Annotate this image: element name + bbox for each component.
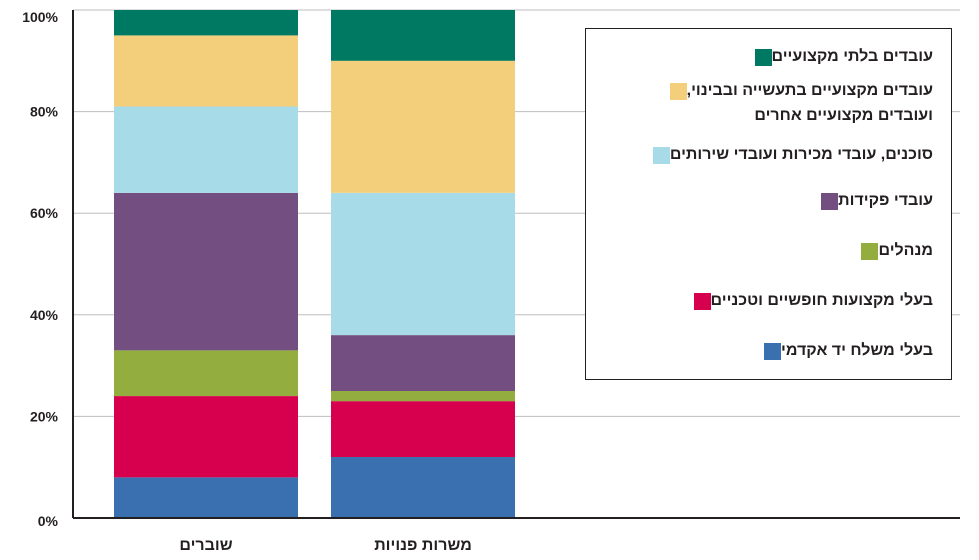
bar-segment bbox=[331, 335, 515, 391]
legend-label: בעלי מקצועות חופשיים וטכניים bbox=[710, 292, 933, 309]
legend-item: עובדים מקצועיים בתעשייה ובבינוי, ועובדים… bbox=[662, 81, 933, 128]
legend-swatch bbox=[652, 147, 670, 164]
category-label: שוברים bbox=[179, 537, 232, 554]
axes bbox=[72, 10, 960, 519]
bar-segment bbox=[331, 192, 515, 336]
legend-swatch bbox=[764, 343, 782, 360]
bar-stacks bbox=[114, 10, 515, 518]
legend-item: עובדי פקידות bbox=[813, 191, 933, 213]
legend-item: עובדים בלתי מקצועיים bbox=[747, 47, 934, 69]
legend-label: מנהלים bbox=[878, 242, 933, 259]
legend-item: מנהלים bbox=[853, 241, 933, 263]
bar-segment bbox=[331, 391, 515, 402]
legend-swatch bbox=[693, 293, 711, 310]
y-tick-label: 60% bbox=[30, 205, 59, 221]
bar-segment bbox=[114, 350, 298, 397]
legend-item: סוכנים, עובדי מכירות ועובדי שירותים bbox=[645, 145, 933, 167]
legend: עובדים בלתי מקצועיים עובדים מקצועיים בתעש… bbox=[585, 28, 952, 380]
y-tick-label: 0% bbox=[38, 513, 59, 529]
bar-segment bbox=[114, 192, 298, 351]
bar-segment bbox=[331, 10, 515, 61]
legend-swatch bbox=[669, 83, 687, 100]
bar-segment bbox=[114, 35, 298, 107]
bar-segment bbox=[331, 457, 515, 518]
legend-item: בעלי משלח יד אקדמי bbox=[756, 341, 933, 363]
y-tick-label: 100% bbox=[22, 9, 58, 25]
bar-segment bbox=[114, 10, 298, 36]
legend-item: בעלי מקצועות חופשיים וטכניים bbox=[686, 291, 933, 313]
category-label: משרות פנויות bbox=[374, 537, 472, 554]
legend-label: סוכנים, עובדי מכירות ועובדי שירותים bbox=[669, 146, 933, 163]
legend-swatch bbox=[861, 243, 879, 260]
bar-segment bbox=[114, 106, 298, 193]
y-tick-label: 80% bbox=[30, 104, 59, 120]
legend-label: עובדים בלתי מקצועיים bbox=[771, 48, 934, 65]
y-tick-label: 40% bbox=[30, 307, 59, 323]
bar-segment bbox=[114, 477, 298, 518]
legend-label: עובדים מקצועיים בתעשייה ובבינוי, ועובדים… bbox=[686, 82, 933, 124]
bar-segment bbox=[331, 401, 515, 458]
y-tick-label: 20% bbox=[30, 408, 59, 424]
legend-swatch bbox=[821, 193, 839, 210]
category-labels: שוברים משרות פנויות bbox=[179, 537, 471, 554]
bar-segment bbox=[331, 60, 515, 193]
bar-segment bbox=[114, 396, 298, 478]
legend-label: עובדי פקידות bbox=[838, 192, 933, 209]
y-tick-labels: 0% 20% 40% 60% 80% 100% bbox=[22, 9, 58, 529]
legend-swatch bbox=[754, 49, 772, 66]
legend-label: בעלי משלח יד אקדמי bbox=[781, 342, 933, 359]
